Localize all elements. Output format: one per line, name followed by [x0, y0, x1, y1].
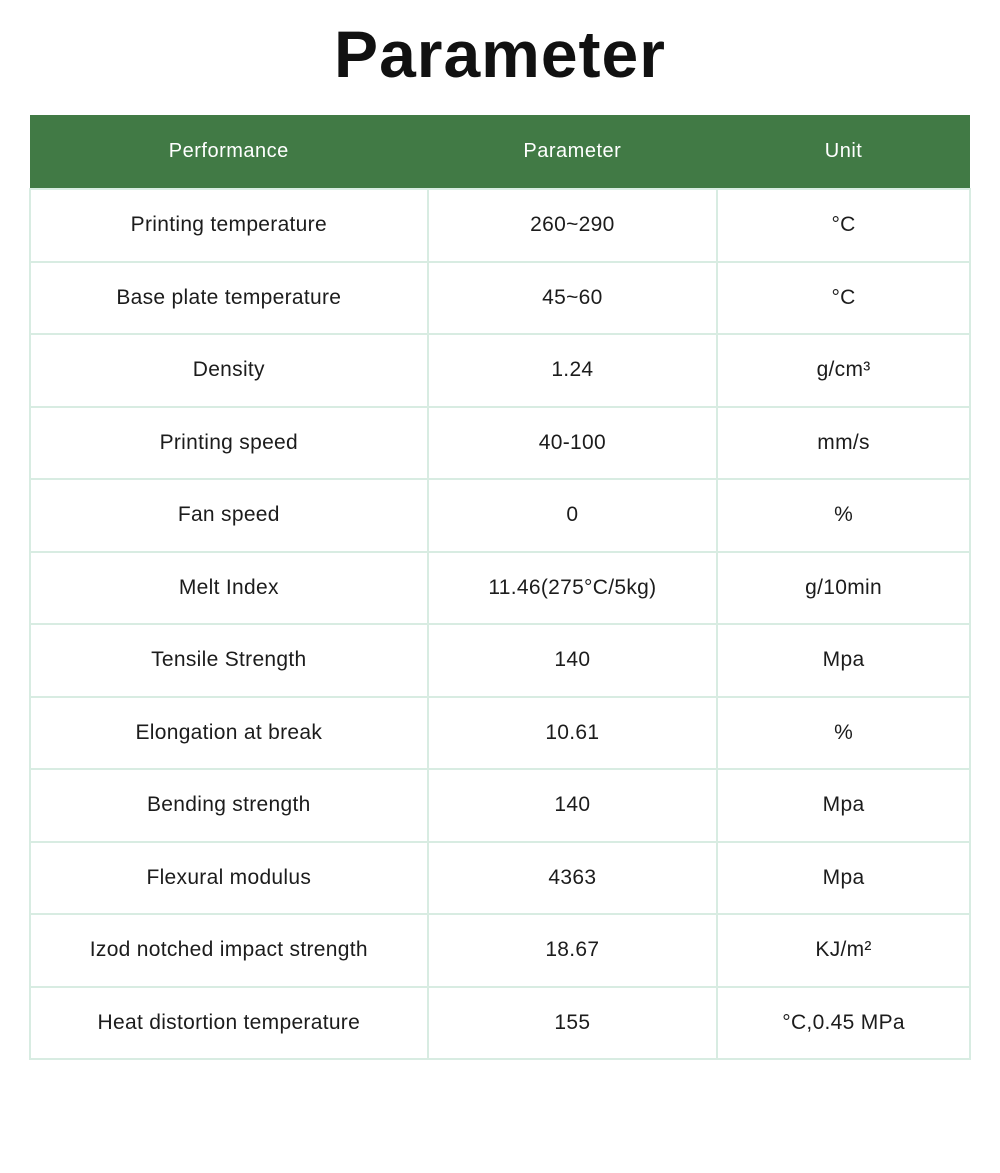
cell-unit: % — [716, 695, 971, 770]
cell-performance: Bending strength — [29, 768, 429, 843]
table-row: Melt Index 11.46(275°C/5kg) g/10min — [29, 550, 971, 625]
table-row: Bending strength 140 Mpa — [29, 768, 971, 843]
table-row: Tensile Strength 140 Mpa — [29, 623, 971, 698]
cell-unit: Mpa — [716, 623, 971, 698]
cell-unit: °C — [716, 260, 971, 335]
table-row: Izod notched impact strength 18.67 KJ/m² — [29, 913, 971, 988]
table-row: Elongation at break 10.61 % — [29, 695, 971, 770]
cell-parameter: 11.46(275°C/5kg) — [426, 550, 719, 625]
cell-parameter: 10.61 — [426, 695, 719, 770]
cell-unit: °C,0.45 MPa — [716, 985, 971, 1060]
table-row: Flexural modulus 4363 Mpa — [29, 840, 971, 915]
cell-parameter: 1.24 — [426, 333, 719, 408]
page-title: Parameter — [334, 17, 666, 91]
cell-performance: Flexural modulus — [29, 840, 429, 915]
cell-unit: KJ/m² — [716, 913, 971, 988]
cell-parameter: 140 — [426, 768, 719, 843]
cell-performance: Fan speed — [29, 478, 429, 553]
cell-performance: Elongation at break — [29, 695, 429, 770]
table-row: Base plate temperature 45~60 °C — [29, 260, 971, 335]
table-row: Printing speed 40-100 mm/s — [29, 405, 971, 480]
cell-parameter: 0 — [426, 478, 719, 553]
cell-performance: Printing temperature — [29, 188, 429, 263]
cell-parameter: 45~60 — [426, 260, 719, 335]
cell-performance: Izod notched impact strength — [29, 913, 429, 988]
table-row: Fan speed 0 % — [29, 478, 971, 553]
header-row: Performance Parameter Unit — [30, 115, 970, 189]
cell-unit: Mpa — [716, 840, 971, 915]
cell-performance: Melt Index — [29, 550, 429, 625]
cell-performance: Heat distortion temperature — [29, 985, 429, 1060]
table-row: Printing temperature 260~290 °C — [29, 188, 971, 263]
cell-performance: Tensile Strength — [29, 623, 429, 698]
cell-parameter: 40-100 — [426, 405, 719, 480]
cell-unit: % — [716, 478, 971, 553]
cell-unit: mm/s — [716, 405, 971, 480]
cell-parameter: 155 — [426, 985, 719, 1060]
table-header: Performance Parameter Unit — [30, 115, 970, 189]
cell-parameter: 140 — [426, 623, 719, 698]
cell-performance: Base plate temperature — [29, 260, 429, 335]
cell-performance: Density — [29, 333, 429, 408]
column-header-parameter: Parameter — [427, 115, 718, 189]
cell-parameter: 18.67 — [426, 913, 719, 988]
cell-parameter: 260~290 — [426, 188, 719, 263]
cell-performance: Printing speed — [29, 405, 429, 480]
cell-unit: Mpa — [716, 768, 971, 843]
parameter-table: Performance Parameter Unit Printing temp… — [29, 115, 971, 1060]
column-header-performance: Performance — [30, 115, 428, 189]
cell-unit: g/10min — [716, 550, 971, 625]
table-row: Heat distortion temperature 155 °C,0.45 … — [29, 985, 971, 1060]
table-row: Density 1.24 g/cm³ — [29, 333, 971, 408]
cell-unit: g/cm³ — [716, 333, 971, 408]
column-header-unit: Unit — [717, 115, 970, 189]
table-body: Printing temperature 260~290 °C Base pla… — [29, 188, 971, 1060]
cell-unit: °C — [716, 188, 971, 263]
cell-parameter: 4363 — [426, 840, 719, 915]
